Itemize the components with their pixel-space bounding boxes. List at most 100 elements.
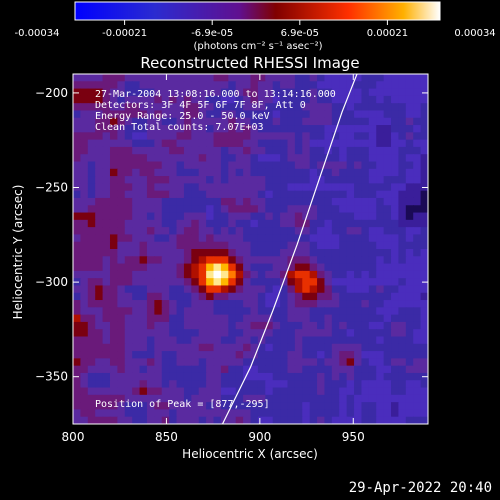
heatmap-cell <box>139 212 148 221</box>
heatmap-cell <box>243 205 252 214</box>
heatmap-cell <box>383 278 392 287</box>
heatmap-cell <box>420 387 428 396</box>
heatmap-cell <box>250 365 259 374</box>
heatmap-cell <box>206 190 215 199</box>
heatmap-cell <box>109 197 118 206</box>
y-tick-label: −300 <box>35 275 68 289</box>
heatmap-cell <box>257 154 266 163</box>
heatmap-cell <box>265 241 274 250</box>
heatmap-cell <box>287 285 296 294</box>
heatmap-cell <box>206 241 215 250</box>
heatmap-cell <box>280 336 289 345</box>
heatmap-cell <box>280 402 289 411</box>
heatmap-cell <box>198 307 207 316</box>
heatmap-cell <box>294 183 303 192</box>
heatmap-cell <box>287 95 296 104</box>
heatmap-cell <box>124 95 133 104</box>
heatmap-cell <box>235 307 244 316</box>
heatmap-cell <box>339 249 348 257</box>
heatmap-cell <box>302 380 311 389</box>
info-block: 27-Mar-2004 13:08:16.000 to 13:14:16.000… <box>95 89 336 133</box>
heatmap-cell <box>354 372 363 381</box>
heatmap-cell <box>339 132 348 141</box>
heatmap-cell <box>198 321 207 330</box>
heatmap-cell <box>420 197 428 206</box>
heatmap-cell <box>80 212 89 221</box>
heatmap-cell <box>317 88 326 97</box>
heatmap-cell <box>420 292 428 301</box>
heatmap-cell <box>176 263 185 272</box>
heatmap-cell <box>331 234 340 243</box>
heatmap-cell <box>331 351 340 359</box>
heatmap-cell <box>257 95 266 104</box>
heatmap-cell <box>287 139 296 148</box>
heatmap-cell <box>317 358 326 367</box>
heatmap-cell <box>109 307 118 316</box>
heatmap-cell <box>169 234 178 243</box>
heatmap-cell <box>376 270 385 279</box>
heatmap-cell <box>346 146 355 155</box>
heatmap-cell <box>376 249 385 257</box>
heatmap-cell <box>154 81 163 90</box>
heatmap-cell <box>109 81 118 90</box>
heatmap-cell <box>73 270 81 279</box>
heatmap-cell <box>383 117 392 126</box>
heatmap-cell <box>265 256 274 265</box>
heatmap-cell <box>354 292 363 301</box>
heatmap-cell <box>413 343 422 352</box>
heatmap-cell <box>87 351 96 359</box>
heatmap-cell <box>376 74 385 82</box>
heatmap-cell <box>206 227 215 236</box>
heatmap-cell <box>102 314 111 323</box>
heatmap-cell <box>213 219 222 228</box>
heatmap-cell <box>339 227 348 236</box>
heatmap-cell <box>272 249 281 257</box>
heatmap-cell <box>139 256 148 265</box>
heatmap-cell <box>80 161 89 170</box>
heatmap-cell <box>376 168 385 177</box>
heatmap-cell <box>154 380 163 389</box>
heatmap-cell <box>376 343 385 352</box>
heatmap-cell <box>191 117 200 126</box>
heatmap-cell <box>213 234 222 243</box>
heatmap-cell <box>294 95 303 104</box>
heatmap-cell <box>87 154 96 163</box>
heatmap-cell <box>206 300 215 308</box>
heatmap-cell <box>398 146 407 155</box>
heatmap-cell <box>287 117 296 126</box>
heatmap-cell <box>309 387 318 396</box>
heatmap-cell <box>73 168 81 177</box>
heatmap-cell <box>250 278 259 287</box>
heatmap-cell <box>139 416 148 424</box>
heatmap-cell <box>154 394 163 403</box>
heatmap-cell <box>376 329 385 338</box>
heatmap-cell <box>206 358 215 367</box>
heatmap-cell <box>117 117 126 126</box>
heatmap-cell <box>191 95 200 104</box>
heatmap-cell <box>80 249 89 257</box>
heatmap-cell <box>213 278 222 287</box>
info-line-clean: Clean Total counts: 7.07E+03 <box>95 122 264 133</box>
heatmap-cell <box>73 190 81 199</box>
heatmap-cell <box>331 270 340 279</box>
heatmap-cell <box>391 329 400 338</box>
heatmap-cell <box>272 358 281 367</box>
heatmap-cell <box>87 183 96 192</box>
heatmap-cell <box>169 117 178 126</box>
heatmap-cell <box>331 241 340 250</box>
heatmap-cell <box>132 263 141 272</box>
heatmap-cell <box>317 394 326 403</box>
heatmap-cell <box>302 394 311 403</box>
heatmap-cell <box>139 321 148 330</box>
heatmap-cell <box>250 212 259 221</box>
heatmap-cell <box>235 387 244 396</box>
heatmap-cell <box>361 256 370 265</box>
heatmap-cell <box>324 343 333 352</box>
heatmap-cell <box>354 263 363 272</box>
heatmap-cell <box>87 387 96 396</box>
heatmap-cell <box>220 409 229 418</box>
heatmap-cell <box>354 234 363 243</box>
heatmap-cell <box>169 132 178 141</box>
heatmap-cell <box>191 139 200 148</box>
heatmap-cell <box>339 88 348 97</box>
